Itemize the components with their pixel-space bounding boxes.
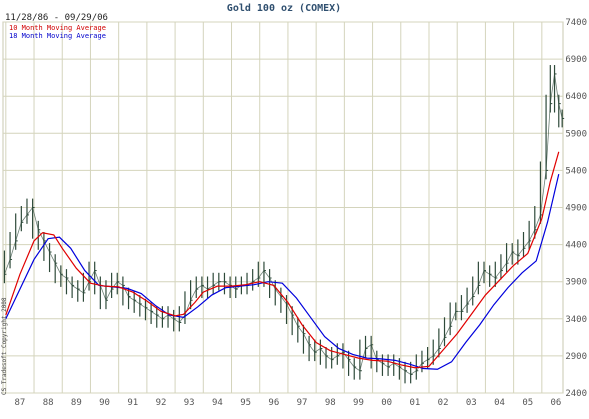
date-range: 11/28/86 - 09/29/06 [5, 13, 108, 23]
x-tick-label: 02 [438, 398, 449, 408]
x-tick-label: 98 [325, 398, 336, 408]
x-tick-label: 01 [409, 398, 420, 408]
grid [2, 21, 564, 394]
y-tick-label: 6900 [565, 55, 587, 65]
x-tick-label: 93 [184, 398, 195, 408]
x-tick-label: 88 [43, 398, 54, 408]
y-tick-label: 3900 [565, 278, 587, 288]
x-tick-label: 92 [156, 398, 167, 408]
y-tick-label: 5400 [565, 166, 587, 176]
moving-average-lines [5, 151, 560, 370]
y-tick-label: 5900 [565, 129, 587, 139]
legend-ma18: 18 Month Moving Average [9, 32, 106, 40]
legend-ma10: 10 Month Moving Average [9, 24, 106, 32]
x-tick-label: 91 [127, 398, 138, 408]
y-tick-label: 2400 [565, 389, 587, 399]
x-tick-label: 97 [297, 398, 308, 408]
y-tick-label: 4900 [565, 204, 587, 214]
x-tick-label: 00 [381, 398, 392, 408]
x-tick-label: 95 [240, 398, 251, 408]
y-tick-label: 7400 [565, 18, 587, 28]
price-line [4, 73, 563, 375]
y-tick-label: 3400 [565, 315, 587, 325]
copyright-text: CS Tradesoft Copyright 2008 [1, 297, 8, 395]
y-tick-label: 4400 [565, 241, 587, 251]
y-tick-label: 2900 [565, 352, 587, 362]
x-tick-label: 03 [466, 398, 477, 408]
x-tick-label: 99 [353, 398, 364, 408]
x-tick-label: 06 [551, 398, 562, 408]
ma10-line [5, 151, 560, 369]
x-tick-label: 90 [99, 398, 110, 408]
x-tick-label: 04 [494, 398, 505, 408]
x-tick-label: 87 [15, 398, 26, 408]
x-tick-label: 05 [522, 398, 533, 408]
y-tick-label: 6400 [565, 92, 587, 102]
ma18-line [5, 173, 560, 370]
x-tick-label: 94 [212, 398, 223, 408]
tick-labels: 2400 2900 3400 3900 4400 4900 5400 5900 6400 6900… [15, 18, 587, 408]
chart-title: Gold 100 oz (COMEX) [227, 3, 341, 14]
x-tick-label: 89 [71, 398, 82, 408]
x-tick-label: 96 [268, 398, 279, 408]
